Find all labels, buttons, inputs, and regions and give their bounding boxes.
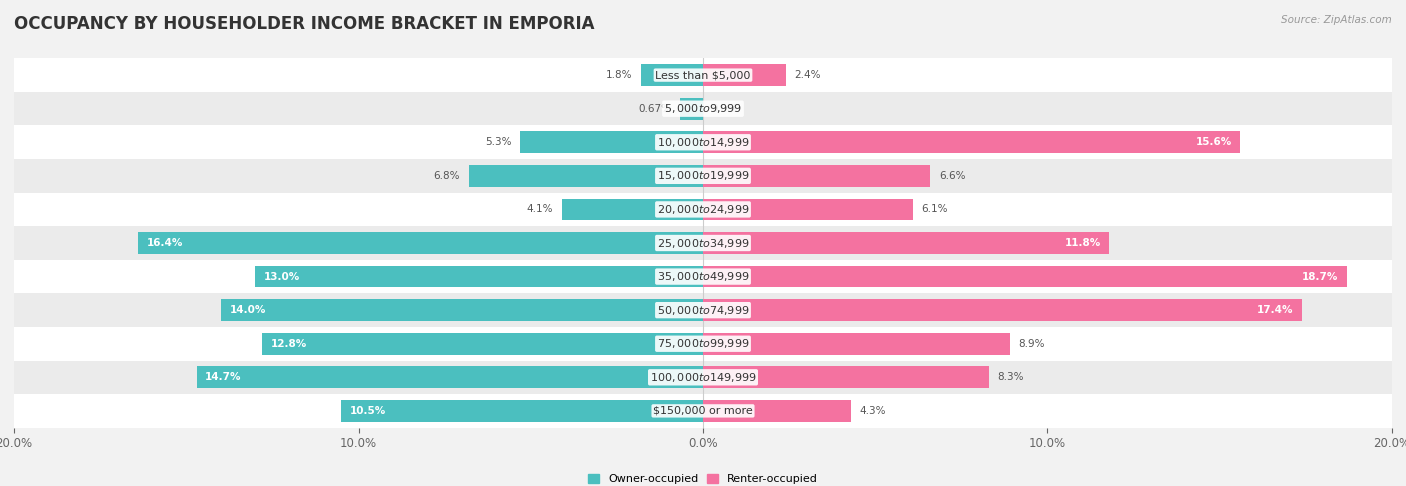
Bar — [14, 361, 1392, 394]
Text: 10.5%: 10.5% — [350, 406, 387, 416]
Text: 11.8%: 11.8% — [1064, 238, 1101, 248]
Bar — [342, 400, 703, 422]
Text: $150,000 or more: $150,000 or more — [654, 406, 752, 416]
Bar — [703, 366, 988, 388]
Text: $20,000 to $24,999: $20,000 to $24,999 — [657, 203, 749, 216]
Bar — [14, 58, 1392, 92]
Bar — [703, 232, 1109, 254]
Text: $5,000 to $9,999: $5,000 to $9,999 — [664, 102, 742, 115]
Bar — [14, 294, 1392, 327]
Bar — [681, 98, 703, 120]
Bar — [14, 125, 1392, 159]
Text: $15,000 to $19,999: $15,000 to $19,999 — [657, 169, 749, 182]
Bar — [256, 266, 703, 288]
Text: 8.9%: 8.9% — [1018, 339, 1045, 349]
Text: 14.7%: 14.7% — [205, 372, 242, 382]
Bar — [14, 192, 1392, 226]
Text: 6.1%: 6.1% — [922, 205, 948, 214]
Bar — [14, 327, 1392, 361]
Text: 14.0%: 14.0% — [229, 305, 266, 315]
Bar — [703, 266, 1347, 288]
Text: Less than $5,000: Less than $5,000 — [655, 70, 751, 80]
Bar — [138, 232, 703, 254]
Text: 4.1%: 4.1% — [527, 205, 553, 214]
Text: 2.4%: 2.4% — [794, 70, 821, 80]
Bar — [703, 400, 851, 422]
Text: 5.3%: 5.3% — [485, 137, 512, 147]
Text: $50,000 to $74,999: $50,000 to $74,999 — [657, 304, 749, 317]
Bar — [262, 333, 703, 355]
Text: 6.8%: 6.8% — [433, 171, 460, 181]
Text: $100,000 to $149,999: $100,000 to $149,999 — [650, 371, 756, 384]
Text: Source: ZipAtlas.com: Source: ZipAtlas.com — [1281, 15, 1392, 25]
Text: $10,000 to $14,999: $10,000 to $14,999 — [657, 136, 749, 149]
Text: 15.6%: 15.6% — [1195, 137, 1232, 147]
Bar — [703, 198, 912, 220]
Text: 0.67%: 0.67% — [638, 104, 671, 114]
Bar — [14, 159, 1392, 192]
Text: $25,000 to $34,999: $25,000 to $34,999 — [657, 237, 749, 249]
Text: 16.4%: 16.4% — [146, 238, 183, 248]
Text: 6.6%: 6.6% — [939, 171, 966, 181]
Bar — [520, 131, 703, 153]
Text: 8.3%: 8.3% — [997, 372, 1024, 382]
Bar — [14, 226, 1392, 260]
Bar — [468, 165, 703, 187]
Bar — [562, 198, 703, 220]
Text: 12.8%: 12.8% — [271, 339, 307, 349]
Text: 18.7%: 18.7% — [1302, 272, 1339, 281]
Bar — [197, 366, 703, 388]
Text: 17.4%: 17.4% — [1257, 305, 1294, 315]
Bar — [703, 131, 1240, 153]
Bar — [641, 64, 703, 86]
Bar — [703, 333, 1010, 355]
Text: 1.8%: 1.8% — [606, 70, 633, 80]
Text: $75,000 to $99,999: $75,000 to $99,999 — [657, 337, 749, 350]
Bar — [703, 64, 786, 86]
Bar — [703, 165, 931, 187]
Bar — [14, 260, 1392, 294]
Text: 4.3%: 4.3% — [859, 406, 886, 416]
Text: 13.0%: 13.0% — [264, 272, 299, 281]
Bar — [221, 299, 703, 321]
Bar — [703, 299, 1302, 321]
Legend: Owner-occupied, Renter-occupied: Owner-occupied, Renter-occupied — [583, 469, 823, 486]
Bar — [14, 92, 1392, 125]
Text: $35,000 to $49,999: $35,000 to $49,999 — [657, 270, 749, 283]
Text: 0.0%: 0.0% — [711, 104, 738, 114]
Bar — [14, 394, 1392, 428]
Text: OCCUPANCY BY HOUSEHOLDER INCOME BRACKET IN EMPORIA: OCCUPANCY BY HOUSEHOLDER INCOME BRACKET … — [14, 15, 595, 33]
